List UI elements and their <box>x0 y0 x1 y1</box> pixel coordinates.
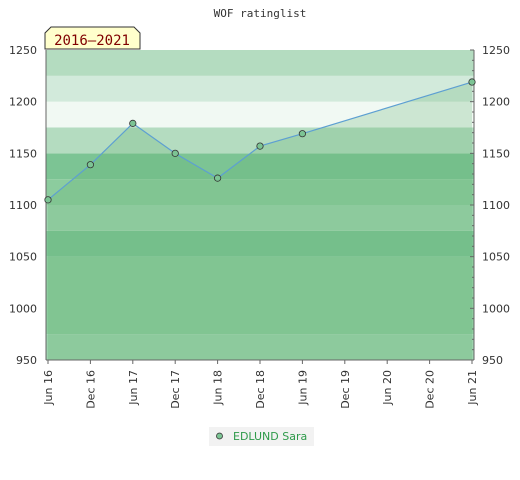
x-tick-label: Jun 21 <box>466 370 479 406</box>
x-tick-label: Jun 19 <box>296 370 309 406</box>
y-tick-label-right: 950 <box>482 354 503 367</box>
y-tick-label-left: 1250 <box>9 44 37 57</box>
data-points <box>44 78 476 204</box>
y-tick-label-right: 1200 <box>482 96 510 109</box>
left-y-axis: 950 1000 1050 1100 1150 1200 1250 <box>9 44 47 367</box>
rating-band <box>46 153 474 180</box>
y-tick-label-right: 1100 <box>482 199 510 212</box>
x-tick-label: Jun 16 <box>42 370 55 406</box>
x-tick-label: Jun 17 <box>127 370 140 406</box>
x-axis: Jun 16 Dec 16 Jun 17 Dec 17 Jun 18 Dec 18 Jun … <box>42 359 479 409</box>
data-point <box>256 142 264 150</box>
rating-band <box>46 256 474 335</box>
rating-band <box>46 50 474 76</box>
rating-band <box>46 230 474 257</box>
data-point <box>298 130 306 138</box>
legend-marker <box>216 432 223 440</box>
y-tick-label-left: 950 <box>16 354 37 367</box>
x-tick-label: Jun 20 <box>381 370 394 406</box>
rating-band <box>46 101 474 128</box>
data-point <box>86 161 95 169</box>
y-tick-label-left: 1050 <box>9 251 37 264</box>
y-tick-label-left: 1100 <box>9 199 37 212</box>
x-tick-label: Jun 18 <box>212 370 225 406</box>
rating-area-fill <box>48 82 472 361</box>
rating-line <box>47 81 473 201</box>
y-tick-label-left: 1200 <box>9 96 37 109</box>
rating-band <box>46 205 474 231</box>
data-point <box>129 119 137 127</box>
legend-label: EDLUND Sara <box>233 430 307 443</box>
data-point <box>44 196 52 204</box>
y-tick-label-right: 1250 <box>482 44 510 57</box>
x-tick-label: Dec 18 <box>254 370 267 409</box>
chart-title: WOF ratinglist <box>214 7 307 20</box>
x-tick-label: Dec 16 <box>84 370 97 409</box>
rating-area <box>47 81 473 361</box>
y-tick-label-right: 1050 <box>482 251 510 264</box>
data-point <box>214 174 222 182</box>
y-tick-label-right: 1000 <box>482 302 510 315</box>
period-label-box: 2016–2021 <box>44 26 141 50</box>
rating-bands <box>46 50 474 360</box>
x-tick-label: Dec 19 <box>339 370 352 409</box>
data-point <box>468 78 476 86</box>
right-y-axis: 950 1000 1050 1100 1150 1200 1250 <box>470 44 510 367</box>
rating-band <box>46 334 474 360</box>
x-tick-label: Dec 17 <box>169 370 182 409</box>
rating-band <box>46 75 474 102</box>
rating-band <box>46 179 474 205</box>
x-tick-label: Dec 20 <box>424 370 437 409</box>
y-tick-label-right: 1150 <box>482 147 510 160</box>
legend: EDLUND Sara <box>209 427 314 446</box>
period-label: 2016–2021 <box>54 33 130 49</box>
y-tick-label-left: 1150 <box>9 147 37 160</box>
y-tick-label-left: 1000 <box>9 302 37 315</box>
data-point <box>171 149 179 157</box>
legend-box <box>209 427 314 446</box>
